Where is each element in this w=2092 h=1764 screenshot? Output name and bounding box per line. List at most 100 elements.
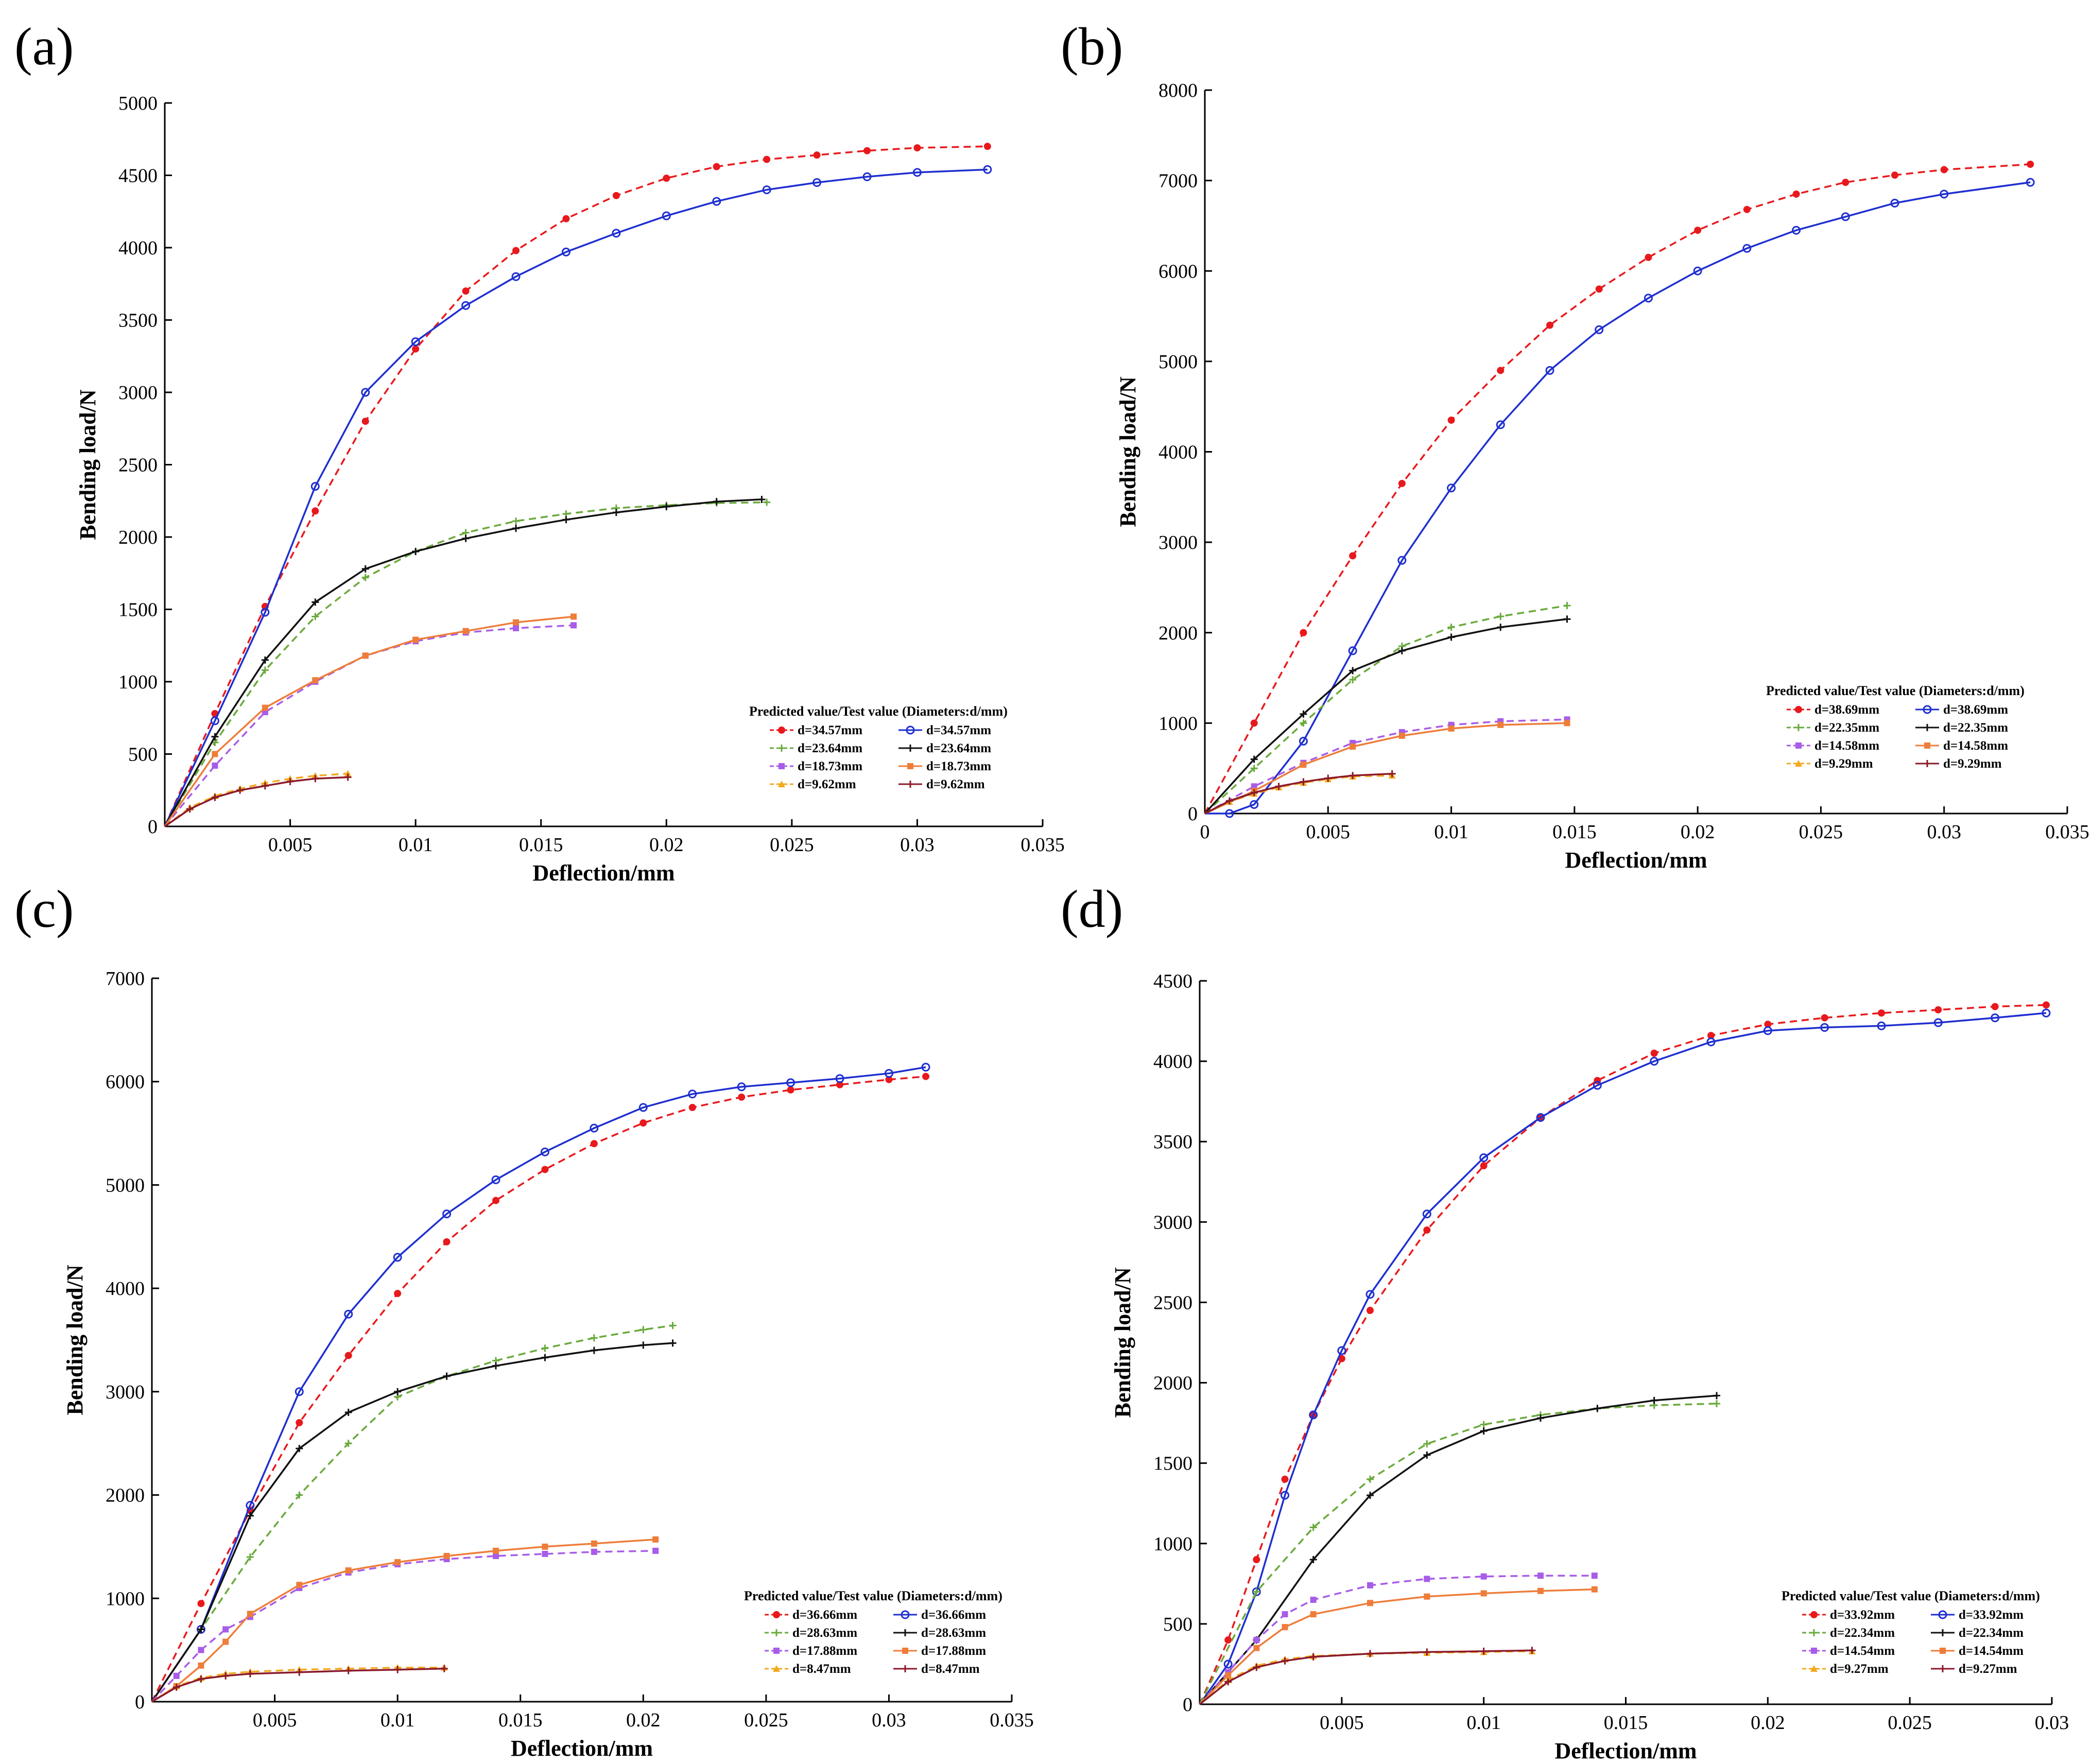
data-point <box>541 1354 549 1361</box>
data-point <box>222 1638 229 1645</box>
data-point <box>1820 1023 1829 1032</box>
series-line <box>151 1342 673 1702</box>
x-tick-label: 0.01 <box>1434 821 1468 843</box>
data-point <box>983 165 992 174</box>
data-point <box>211 733 219 740</box>
data-point <box>652 1536 659 1543</box>
series-test-d14.54mm <box>1199 1586 1598 1705</box>
legend-marker <box>906 725 915 735</box>
data-point <box>493 1552 499 1559</box>
data-point <box>540 1147 549 1156</box>
series-line <box>151 1324 673 1702</box>
data-point <box>1480 1162 1488 1170</box>
data-point <box>443 1372 451 1380</box>
data-point <box>1309 1556 1317 1563</box>
data-point <box>1693 266 1702 275</box>
x-tick-label: 0.005 <box>1320 1712 1364 1734</box>
series-line <box>1204 774 1392 815</box>
legend-title: Predicted value/Test value (Diameters:d/… <box>1766 683 2025 698</box>
data-point <box>411 337 420 347</box>
y-axis-title: Bending load/N <box>1115 376 1140 527</box>
data-point <box>345 1567 352 1574</box>
legend-entry: d=14.54mm <box>1959 1644 2024 1658</box>
data-point <box>885 1076 893 1083</box>
data-point <box>652 1547 659 1554</box>
series-line <box>151 1668 444 1703</box>
legend-title: Predicted value/Test value (Diameters:d/… <box>744 1588 1002 1603</box>
x-tick-label: 0.01 <box>1466 1712 1501 1734</box>
series-line <box>1199 1403 1717 1705</box>
data-point <box>1300 778 1307 786</box>
series-test-d18.73mm <box>164 613 577 827</box>
legend-entry: d=18.73mm <box>926 759 991 773</box>
data-point <box>1890 199 1899 208</box>
data-point <box>662 211 671 220</box>
data-point <box>1281 1475 1289 1483</box>
data-point <box>713 163 720 170</box>
data-point <box>186 805 194 813</box>
data-point <box>512 517 520 525</box>
y-tick-label: 1000 <box>1153 1533 1192 1555</box>
y-tick-label: 3500 <box>118 310 158 332</box>
chart-panel-1: (a) 0 500 1000 1500 2000 2500 3000 3500 4000 4500 5… <box>14 17 1065 886</box>
legend-marker <box>773 1665 780 1672</box>
data-point <box>1933 1018 1943 1027</box>
series-line <box>164 498 762 827</box>
legend-entry: d=18.73mm <box>798 759 862 773</box>
series-test-d22.35mm <box>1204 615 1571 815</box>
y-tick-label: 0 <box>135 1691 145 1713</box>
data-point <box>1480 1590 1487 1597</box>
legend-entry: d=9.62mm <box>798 777 856 791</box>
data-point <box>812 178 822 187</box>
data-point <box>361 418 369 425</box>
data-point <box>1479 1153 1489 1162</box>
data-point <box>1250 755 1258 763</box>
legend-entry: d=9.27mm <box>1959 1662 2017 1676</box>
data-point <box>1367 1650 1374 1657</box>
data-point <box>1447 417 1455 424</box>
y-tick-label: 5000 <box>118 93 158 114</box>
series-line <box>1204 722 1567 815</box>
x-tick-label: 0.03 <box>900 834 935 856</box>
series-line <box>151 1667 444 1703</box>
data-point <box>1595 285 1603 293</box>
data-point <box>212 762 218 769</box>
data-point <box>1537 1587 1544 1594</box>
legend-marker <box>1811 1648 1817 1654</box>
data-point <box>1447 633 1455 641</box>
data-point <box>246 1670 254 1677</box>
legend-entry: d=8.47mm <box>792 1662 851 1676</box>
series-predicted-d9.29mm <box>1204 772 1396 815</box>
data-point <box>1448 725 1455 732</box>
data-point <box>836 1081 843 1088</box>
data-point <box>786 1078 796 1087</box>
legend-entry: d=14.54mm <box>1830 1644 1895 1658</box>
data-point <box>1309 1653 1317 1661</box>
data-point <box>763 155 771 163</box>
series-predicted-d28.63mm <box>151 1322 677 1702</box>
y-tick-label: 3000 <box>1159 532 1198 554</box>
legend-entry: d=33.92mm <box>1959 1608 2024 1622</box>
legend-entry: d=17.88mm <box>921 1644 986 1658</box>
data-point <box>1300 762 1307 768</box>
data-point <box>638 1103 648 1112</box>
series-test-d9.29mm <box>1204 770 1396 815</box>
data-point <box>561 247 570 256</box>
legend-marker <box>773 1648 780 1654</box>
data-point <box>1645 253 1652 261</box>
data-point <box>762 185 771 195</box>
data-point <box>1537 1572 1544 1579</box>
legend-entry: d=9.27mm <box>1830 1662 1889 1676</box>
data-point <box>442 1209 452 1219</box>
series-line <box>1204 163 2031 814</box>
data-point <box>1496 420 1505 429</box>
data-point <box>198 1662 204 1669</box>
data-point <box>1282 1624 1288 1631</box>
data-point <box>1991 1002 1999 1010</box>
data-point <box>1250 765 1258 772</box>
data-point <box>1891 171 1898 179</box>
data-point <box>542 1550 548 1557</box>
x-tick-label: 0.025 <box>770 834 814 856</box>
data-point <box>312 677 319 684</box>
